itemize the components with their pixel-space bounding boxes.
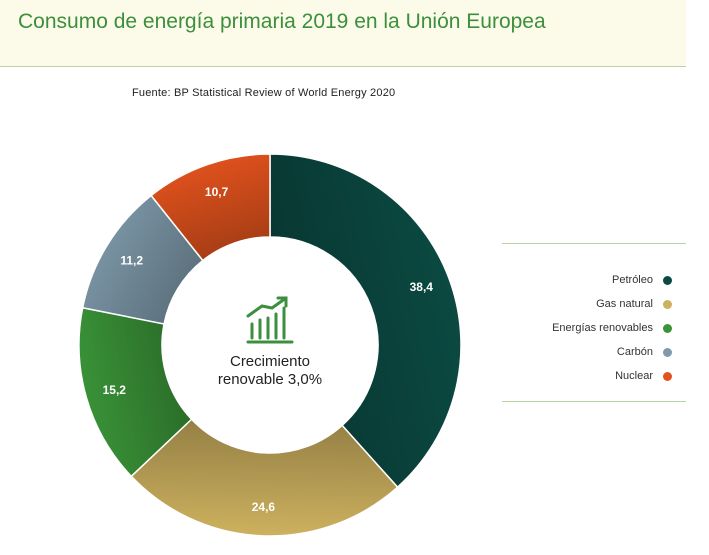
legend-item-nuclear: Nuclear [552,364,672,388]
slice-label-gas-natural: 24,6 [252,500,276,514]
slice-label-carbon: 11,2 [120,254,143,268]
source-caption: Fuente: BP Statistical Review of World E… [132,87,396,99]
growth-bar-chart-icon [246,296,294,344]
legend-swatch [663,323,672,333]
legend-item-carbon: Carbón [552,340,672,364]
legend-item-energias-renovables: Energías renovables [552,316,672,340]
legend: Petróleo Gas natural Energías renovables Ca… [502,243,686,402]
center-caption-line2: renovable 3,0% [217,371,323,388]
legend-swatch [663,371,672,381]
legend-swatch [663,347,672,357]
center-caption-line1: Crecimiento [229,353,311,370]
legend-label: Energías renovables [552,322,653,334]
slice-label-petroleo: 38,4 [410,280,434,294]
legend-item-petroleo: Petróleo [552,268,672,292]
legend-swatch [663,275,672,285]
legend-item-gas-natural: Gas natural [552,292,672,316]
legend-list: Petróleo Gas natural Energías renovables Ca… [552,268,672,388]
slice-label-energias-renovables: 15,2 [103,383,127,397]
slice-label-nuclear: 10,7 [205,185,229,199]
legend-label: Gas natural [596,298,653,310]
center-caption: Crecimiento renovable 3,0% [190,353,350,389]
donut-hole [162,237,378,453]
legend-swatch [663,299,672,309]
page-title: Consumo de energía primaria 2019 en la U… [18,10,546,33]
legend-label: Carbón [616,346,653,358]
title-bar: Consumo de energía primaria 2019 en la U… [0,0,686,67]
legend-label: Petróleo [612,274,653,286]
legend-label: Nuclear [615,370,653,382]
